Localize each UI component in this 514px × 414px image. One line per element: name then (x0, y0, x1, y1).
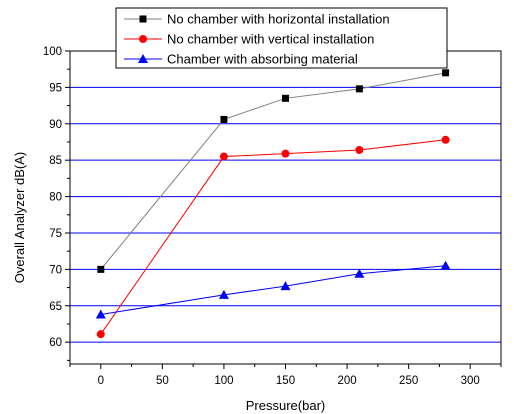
data-point (355, 145, 364, 154)
x-tick-label: 250 (399, 375, 418, 387)
data-point (441, 135, 450, 144)
legend-marker (139, 15, 147, 23)
x-tick-label: 150 (276, 375, 295, 387)
legend-item: No chamber with horizontal installation (124, 12, 390, 27)
y-tick-label: 60 (49, 337, 62, 349)
data-point (282, 94, 289, 102)
data-point (281, 149, 290, 158)
x-tick-label: 100 (214, 375, 233, 387)
x-axis-title: Pressure(bar) (246, 398, 325, 413)
y-tick-label: 85 (49, 155, 62, 167)
x-tick-label: 0 (98, 375, 104, 387)
legend-item: Chamber with absorbing material (124, 52, 358, 67)
y-tick-label: 80 (49, 192, 62, 204)
data-point (97, 265, 105, 273)
x-tick-label: 200 (337, 375, 356, 387)
legend-box (115, 7, 448, 69)
y-axis-title: Overall Analyzer dB(A) (12, 152, 27, 284)
data-point (440, 260, 451, 270)
x-axis: 0 50 100 150 200 250 300 (69, 364, 502, 387)
legend-label: Chamber with absorbing material (167, 52, 358, 67)
y-tick-label: 65 (49, 301, 62, 313)
data-point (442, 69, 450, 77)
gridlines (70, 86, 501, 343)
series-group (95, 69, 451, 339)
legend-marker (138, 54, 148, 63)
legend-item: No chamber with vertical installation (124, 32, 374, 47)
series-line (100, 72, 446, 270)
legend-label: No chamber with vertical installation (167, 32, 374, 47)
y-tick-label: 100 (43, 46, 62, 58)
legend-marker (139, 35, 147, 43)
series-2 (96, 135, 450, 339)
data-point (280, 281, 291, 291)
data-point (95, 309, 106, 319)
legend-label: No chamber with horizontal installation (167, 12, 390, 27)
data-point (354, 268, 365, 278)
y-tick-label: 75 (49, 228, 62, 240)
series-3 (95, 260, 451, 319)
data-point (220, 115, 228, 123)
y-tick-label: 70 (49, 264, 62, 276)
y-tick-label: 95 (49, 82, 62, 94)
data-point (218, 289, 229, 299)
y-axis: 60 65 70 75 80 85 90 95 100 (43, 46, 70, 361)
series-line (100, 265, 446, 315)
legend: No chamber with horizontal installation N… (115, 7, 448, 69)
y-tick-label: 90 (49, 119, 62, 131)
data-point (355, 85, 363, 93)
series-line (100, 139, 446, 335)
data-point (96, 330, 105, 339)
series-1 (97, 69, 450, 273)
x-tick-label: 50 (156, 375, 169, 387)
x-tick-label: 300 (461, 375, 480, 387)
data-point (219, 152, 228, 161)
